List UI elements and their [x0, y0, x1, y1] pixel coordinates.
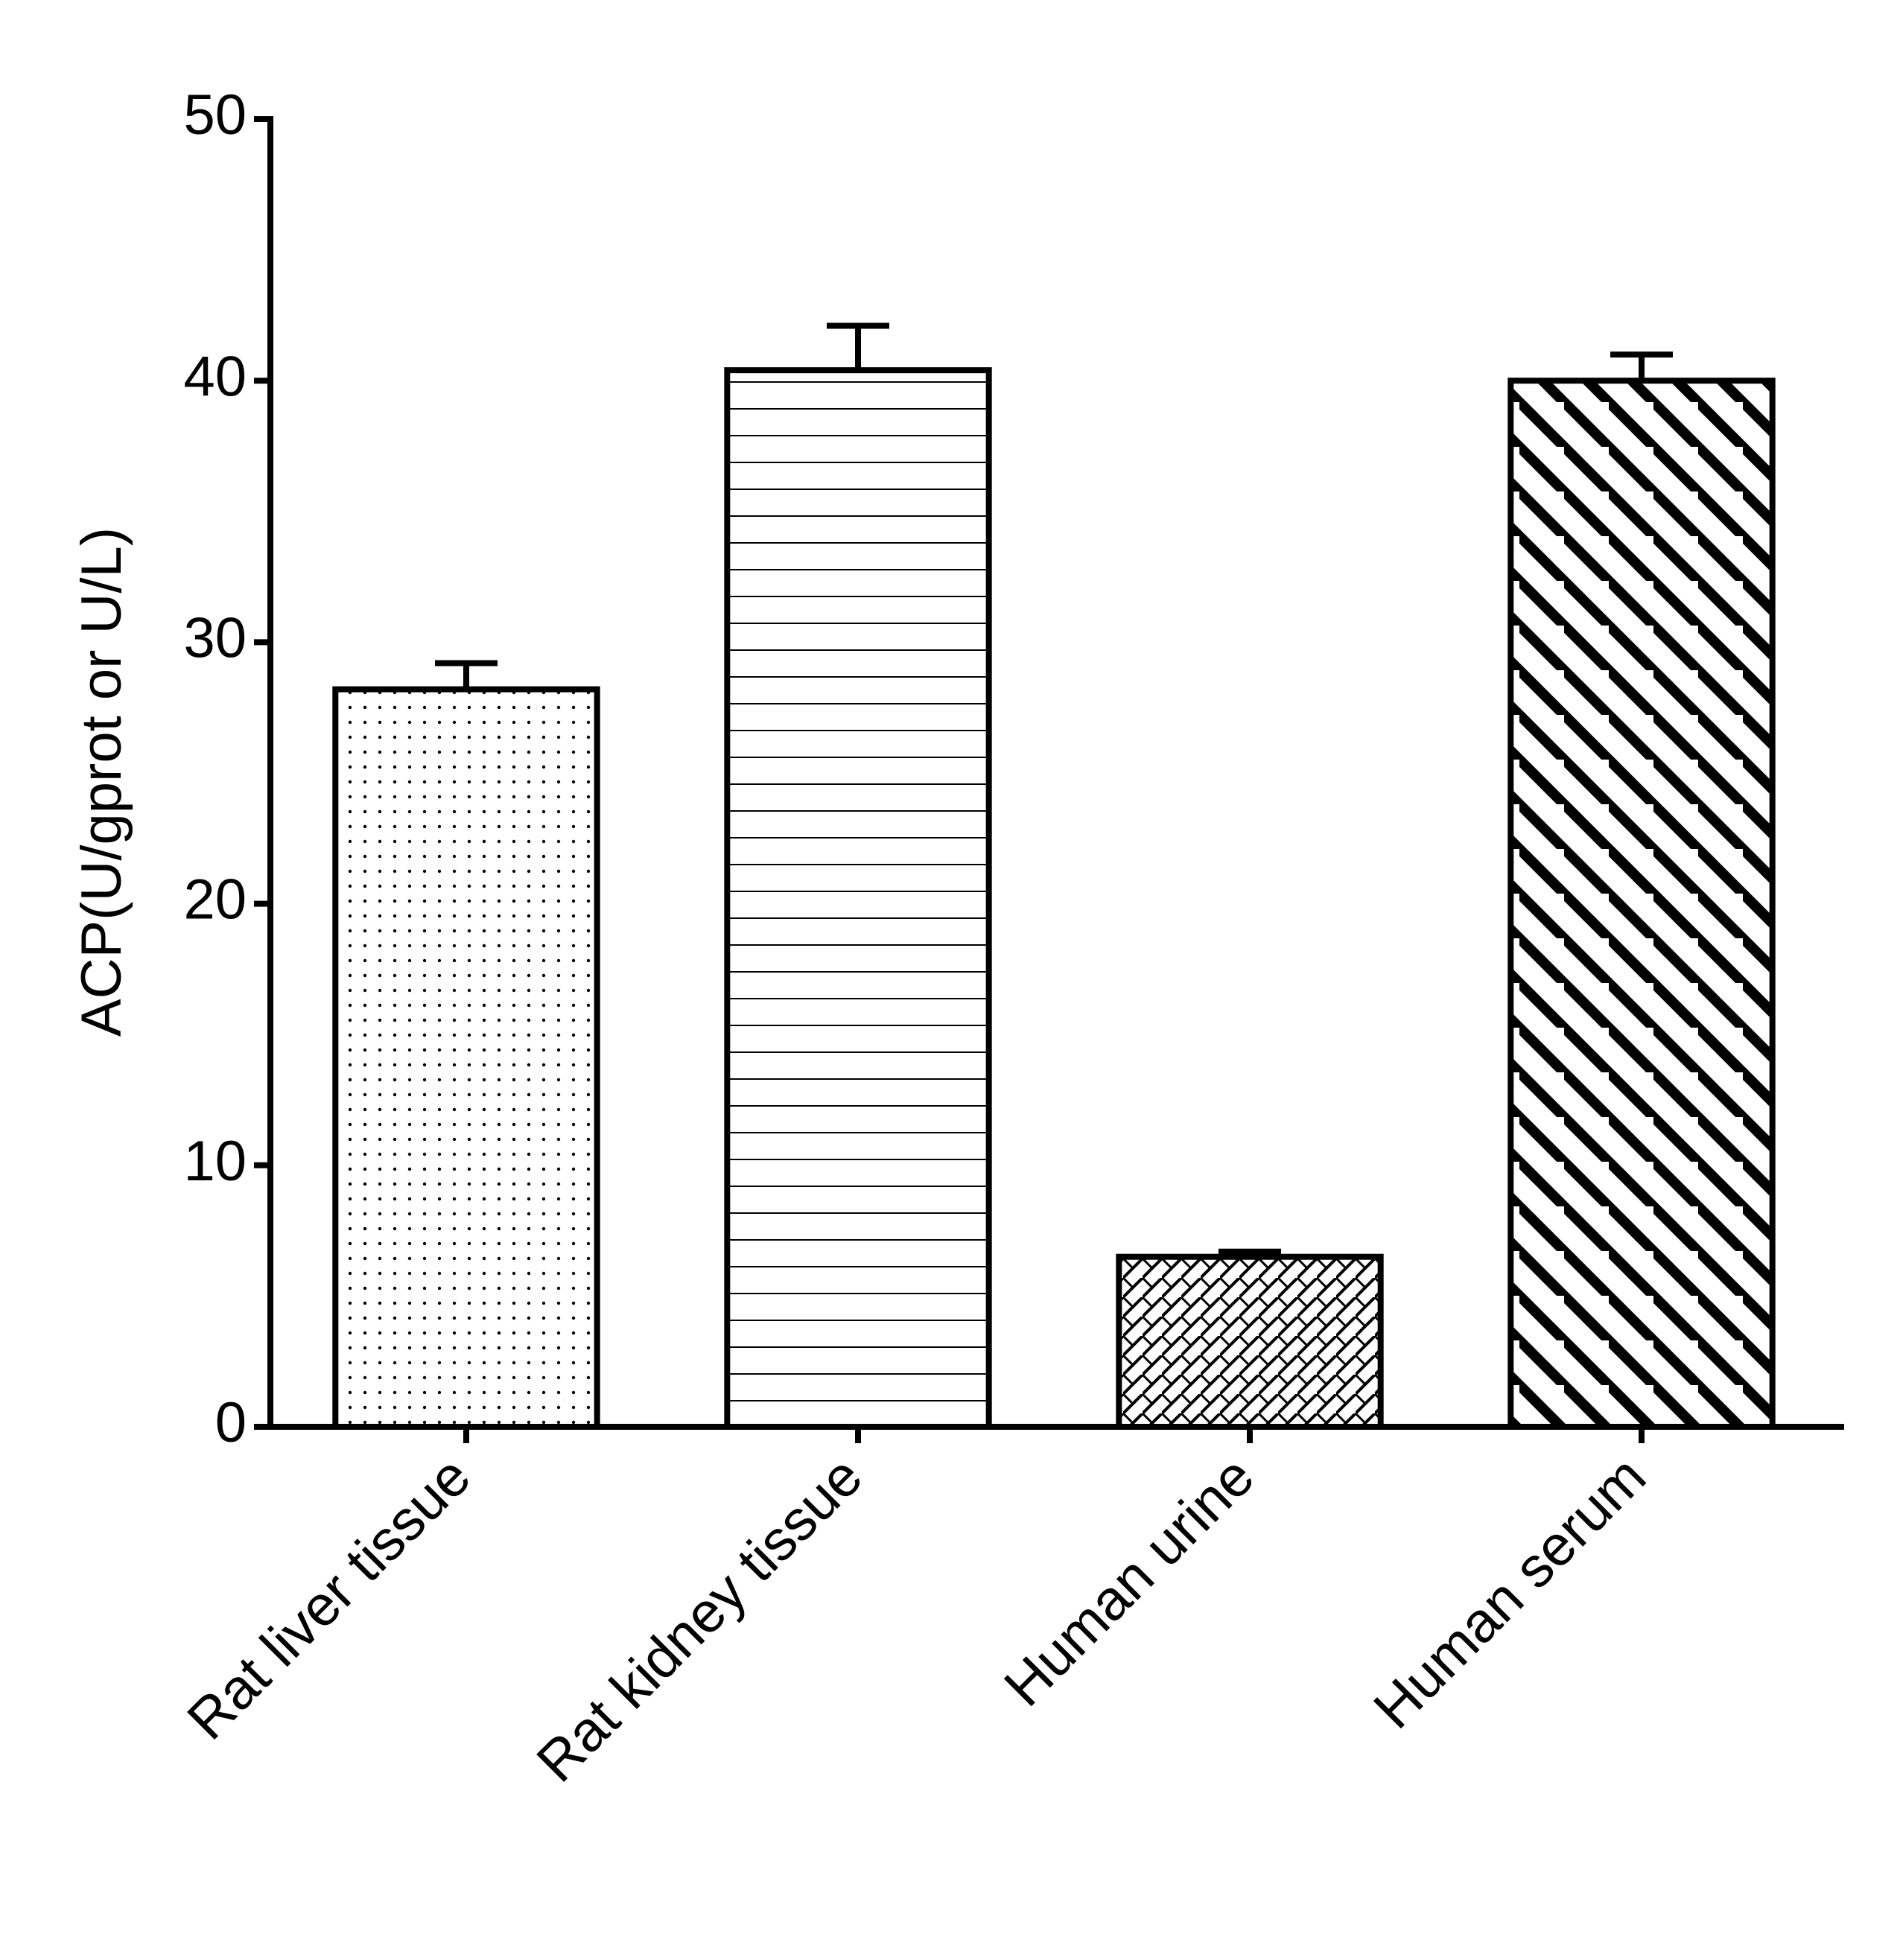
y-tick-label: 20 [183, 868, 247, 932]
y-tick-label: 40 [183, 345, 247, 408]
y-tick-label: 30 [183, 606, 247, 669]
bar [724, 367, 992, 1431]
x-tick-label: Rat kidney tissue [525, 1445, 874, 1794]
bar [1116, 1253, 1384, 1430]
bar [332, 686, 600, 1430]
y-tick-label: 0 [215, 1391, 247, 1454]
y-axis-label: ACP(U/gprot or U/L) [70, 527, 133, 1037]
x-tick-label: Human serum [1362, 1445, 1658, 1741]
x-tick-label: Human urine [992, 1445, 1266, 1719]
x-tick-label: Rat liver tissue [176, 1445, 483, 1752]
y-tick-label: 50 [183, 83, 247, 147]
y-tick-label: 10 [183, 1130, 247, 1193]
bar [1507, 378, 1776, 1431]
